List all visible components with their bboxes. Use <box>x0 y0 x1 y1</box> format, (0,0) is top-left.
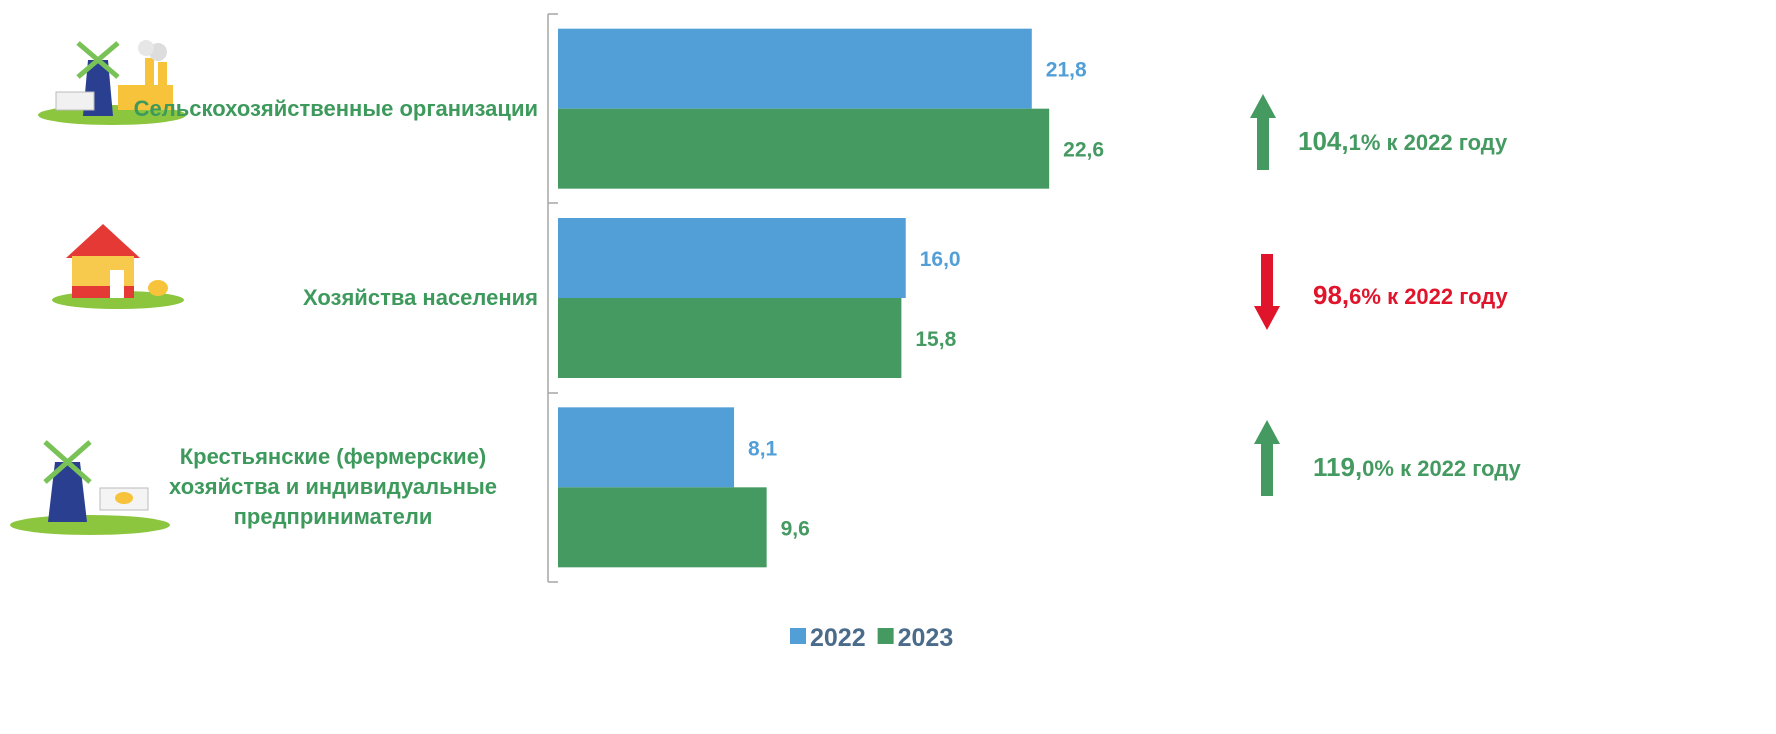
annotation-text: 0% к 2022 году <box>1362 456 1521 481</box>
bar <box>558 109 1049 189</box>
value-label: 9,6 <box>781 517 810 540</box>
legend-label: 2022 <box>810 624 866 652</box>
value-label: 16,0 <box>920 248 961 271</box>
annotation-text: 6% к 2022 году <box>1349 284 1508 309</box>
annotation-lead: 104, <box>1298 126 1349 156</box>
legend-swatch <box>878 628 894 644</box>
legend-swatch <box>790 628 806 644</box>
category-label: Крестьянские (фермерские) хозяйства и ин… <box>120 407 538 567</box>
legend-label: 2023 <box>898 624 954 652</box>
bar <box>558 218 906 298</box>
bar <box>558 298 901 378</box>
value-label: 15,8 <box>915 328 956 351</box>
axis <box>548 14 558 582</box>
annotation: 119,0% к 2022 году <box>1313 452 1528 484</box>
trend-arrow <box>1254 254 1280 330</box>
annotation-lead: 98, <box>1313 280 1349 310</box>
bar <box>558 29 1032 109</box>
category-label: Сельскохозяйственные организации <box>120 29 538 189</box>
category-text: Хозяйства населения <box>303 283 538 313</box>
trend-arrow <box>1250 94 1276 170</box>
annotation-lead: 119, <box>1313 452 1362 482</box>
category-label: Хозяйства населения <box>120 218 538 378</box>
value-label: 22,6 <box>1063 139 1104 162</box>
trend-arrow <box>1254 420 1280 496</box>
chart: 21,8 22,6 16,0 15,8 8,1 9,6 2022 2023 Сельскохо… <box>0 0 1776 734</box>
category-text: Сельскохозяйственные организации <box>134 94 538 124</box>
annotation-text: 1% к 2022 году <box>1349 130 1508 155</box>
annotation: 98,6% к 2022 году <box>1313 280 1583 312</box>
category-text: Крестьянские (фермерские) хозяйства и ин… <box>128 442 538 532</box>
annotation: 104,1% к 2022 году <box>1298 126 1513 158</box>
bar <box>558 407 734 487</box>
value-label: 8,1 <box>748 437 778 460</box>
bar <box>558 487 767 567</box>
value-label: 21,8 <box>1046 59 1087 82</box>
